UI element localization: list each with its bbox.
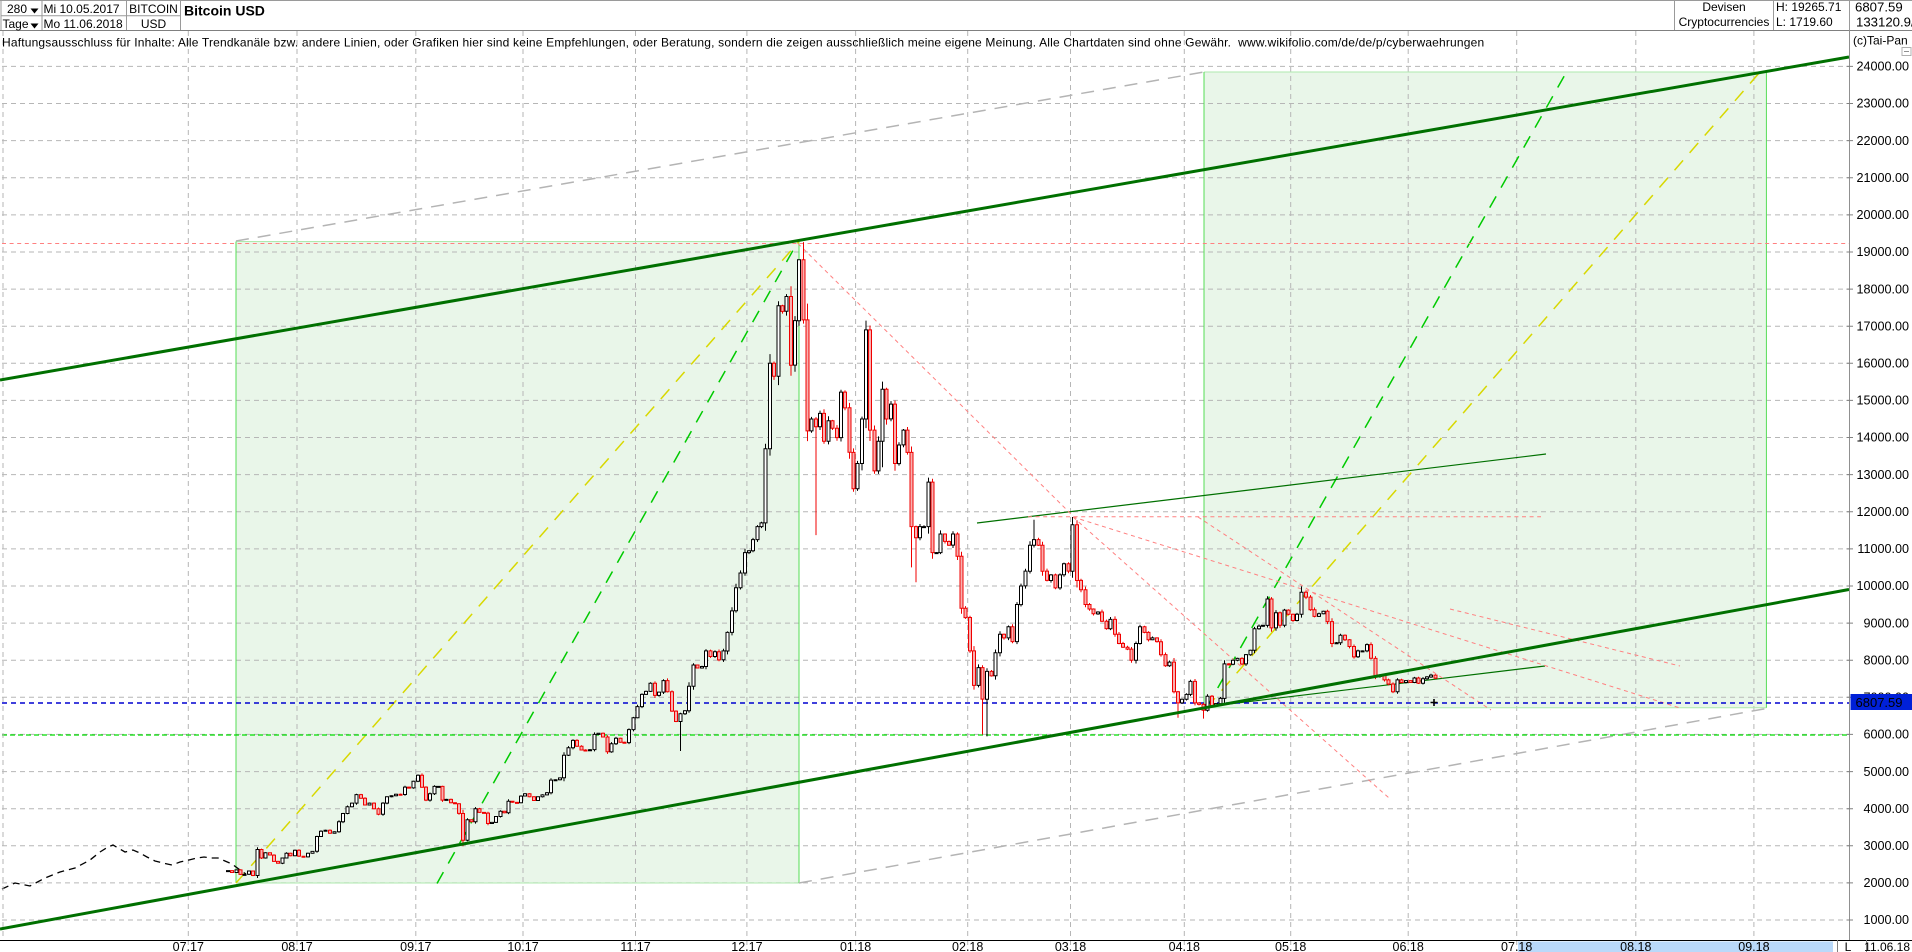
svg-text:12.17: 12.17 <box>731 940 762 952</box>
svg-text:10.17: 10.17 <box>507 940 538 952</box>
svg-text:(c)Tai-Pan: (c)Tai-Pan <box>1853 34 1908 48</box>
svg-text:11000.00: 11000.00 <box>1857 542 1909 556</box>
svg-text:6807.59: 6807.59 <box>1855 0 1903 14</box>
svg-text:08.17: 08.17 <box>281 940 312 952</box>
svg-text:6000.00: 6000.00 <box>1863 728 1909 742</box>
svg-text:Haftungsausschluss für Inhalte: Haftungsausschluss für Inhalte: Alle Tre… <box>2 36 1484 50</box>
svg-text:23000.00: 23000.00 <box>1856 97 1909 111</box>
svg-text:09.17: 09.17 <box>400 940 431 952</box>
svg-text:11.17: 11.17 <box>620 940 650 952</box>
svg-text:USD: USD <box>141 17 167 31</box>
svg-text:280: 280 <box>7 2 27 16</box>
svg-text:6807.59: 6807.59 <box>1856 695 1903 710</box>
svg-text:22000.00: 22000.00 <box>1856 134 1909 148</box>
svg-text:16000.00: 16000.00 <box>1856 357 1909 371</box>
svg-text:Mi 10.05.2017: Mi 10.05.2017 <box>44 2 120 16</box>
svg-text:05.18: 05.18 <box>1275 940 1306 952</box>
svg-text:L: L <box>1845 940 1852 952</box>
svg-text:24000.00: 24000.00 <box>1856 60 1909 74</box>
svg-text:Devisen: Devisen <box>1702 0 1745 14</box>
svg-text:03.18: 03.18 <box>1055 940 1086 952</box>
svg-text:15000.00: 15000.00 <box>1856 394 1909 408</box>
svg-text:07.17: 07.17 <box>173 940 204 952</box>
svg-text:01.18: 01.18 <box>840 940 871 952</box>
svg-text:07.18: 07.18 <box>1501 940 1532 952</box>
svg-text:08.18: 08.18 <box>1620 940 1651 952</box>
svg-text:17000.00: 17000.00 <box>1856 319 1909 333</box>
svg-text:Mo 11.06.2018: Mo 11.06.2018 <box>44 17 123 31</box>
svg-text:Tage: Tage <box>3 17 29 31</box>
svg-text:13000.00: 13000.00 <box>1856 468 1909 482</box>
svg-text:8000.00: 8000.00 <box>1863 653 1909 667</box>
svg-text:3000.00: 3000.00 <box>1863 839 1909 853</box>
svg-text:04.18: 04.18 <box>1169 940 1200 952</box>
svg-text:02.18: 02.18 <box>952 940 983 952</box>
svg-text:2000.00: 2000.00 <box>1863 876 1909 890</box>
svg-text:Bitcoin USD: Bitcoin USD <box>184 3 265 19</box>
svg-text:BITCOIN: BITCOIN <box>129 2 178 16</box>
svg-text:Cryptocurrencies: Cryptocurrencies <box>1679 15 1770 29</box>
svg-text:11.06.18: 11.06.18 <box>1864 940 1910 952</box>
svg-text:21000.00: 21000.00 <box>1856 171 1909 185</box>
svg-text:14000.00: 14000.00 <box>1856 431 1909 445</box>
svg-text:1000.00: 1000.00 <box>1863 913 1909 927</box>
svg-text:12000.00: 12000.00 <box>1856 505 1909 519</box>
svg-text:L: 1719.60: L: 1719.60 <box>1776 15 1833 29</box>
svg-text:133120.9/: 133120.9/ <box>1856 14 1912 29</box>
svg-text:9000.00: 9000.00 <box>1863 616 1909 630</box>
svg-text:09.18: 09.18 <box>1738 940 1769 952</box>
svg-text:4000.00: 4000.00 <box>1863 802 1909 816</box>
svg-text:H: 19265.71: H: 19265.71 <box>1776 0 1842 14</box>
svg-text:5000.00: 5000.00 <box>1863 765 1909 779</box>
svg-text:19000.00: 19000.00 <box>1856 245 1909 259</box>
svg-text:18000.00: 18000.00 <box>1856 282 1909 296</box>
svg-text:10000.00: 10000.00 <box>1856 579 1909 593</box>
svg-text:20000.00: 20000.00 <box>1856 208 1909 222</box>
svg-text:06.18: 06.18 <box>1393 940 1424 952</box>
